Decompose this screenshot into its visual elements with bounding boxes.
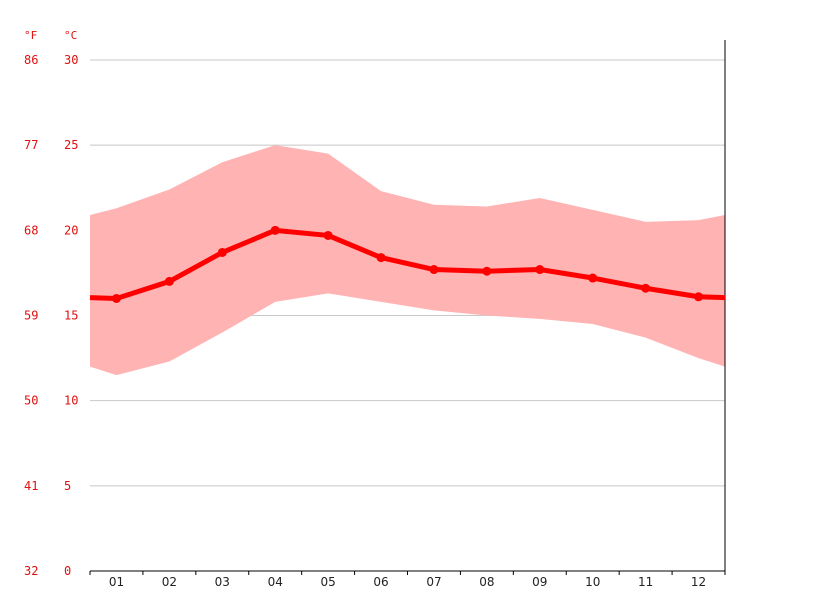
mean-temperature-point <box>323 230 333 240</box>
x-tick-label: 04 <box>268 575 283 589</box>
y-tick-label-fahrenheit: 50 <box>24 394 38 408</box>
y-tick-label-celsius: 25 <box>64 138 78 152</box>
mean-temperature-point <box>376 253 386 263</box>
x-tick-label: 07 <box>426 575 441 589</box>
mean-temperature-point <box>482 266 492 276</box>
x-tick-label: 01 <box>109 575 124 589</box>
unit-celsius-label: °C <box>64 29 77 42</box>
mean-temperature-point <box>641 283 651 293</box>
y-tick-label-fahrenheit: 68 <box>24 223 38 237</box>
y-tick-label-fahrenheit: 59 <box>24 309 38 323</box>
y-tick-label-celsius: 15 <box>64 309 78 323</box>
temperature-range-area <box>90 145 725 376</box>
mean-temperature-point <box>111 293 121 303</box>
unit-fahrenheit-label: °F <box>24 29 37 42</box>
axes <box>89 40 726 575</box>
mean-temperature-point <box>429 265 439 275</box>
x-tick-label: 06 <box>373 575 388 589</box>
mean-temperature-point <box>694 292 704 302</box>
y-tick-label-fahrenheit: 77 <box>24 138 38 152</box>
x-tick-label: 03 <box>215 575 230 589</box>
y-tick-label-fahrenheit: 32 <box>24 564 38 578</box>
mean-temperature-point <box>164 276 174 286</box>
x-tick-label: 10 <box>585 575 600 589</box>
x-tick-label: 11 <box>638 575 653 589</box>
y-tick-label-fahrenheit: 86 <box>24 53 38 67</box>
x-tick-label: 08 <box>479 575 494 589</box>
x-tick-label: 05 <box>320 575 335 589</box>
mean-temperature-point <box>588 273 598 283</box>
y-tick-label-celsius: 20 <box>64 223 78 237</box>
y-tick-label-celsius: 10 <box>64 394 78 408</box>
y-tick-label-celsius: 0 <box>64 564 71 578</box>
tick-labels: °F °C 86 30 77 25 68 20 59 15 50 10 41 5 32 0 01 02 03 04… <box>24 29 706 589</box>
y-tick-label-fahrenheit: 41 <box>24 479 38 493</box>
x-tick-label: 09 <box>532 575 547 589</box>
mean-temperature-point <box>535 265 545 275</box>
mean-temperature-point <box>217 247 227 257</box>
mean-points <box>111 225 704 303</box>
range-band <box>90 145 725 376</box>
mean-temperature-line <box>89 227 726 301</box>
x-tick-label: 12 <box>691 575 706 589</box>
x-tick-label: 02 <box>162 575 177 589</box>
y-tick-label-celsius: 30 <box>64 53 78 67</box>
mean-line <box>89 227 726 301</box>
y-tick-label-celsius: 5 <box>64 479 71 493</box>
mean-temperature-point <box>270 225 280 235</box>
